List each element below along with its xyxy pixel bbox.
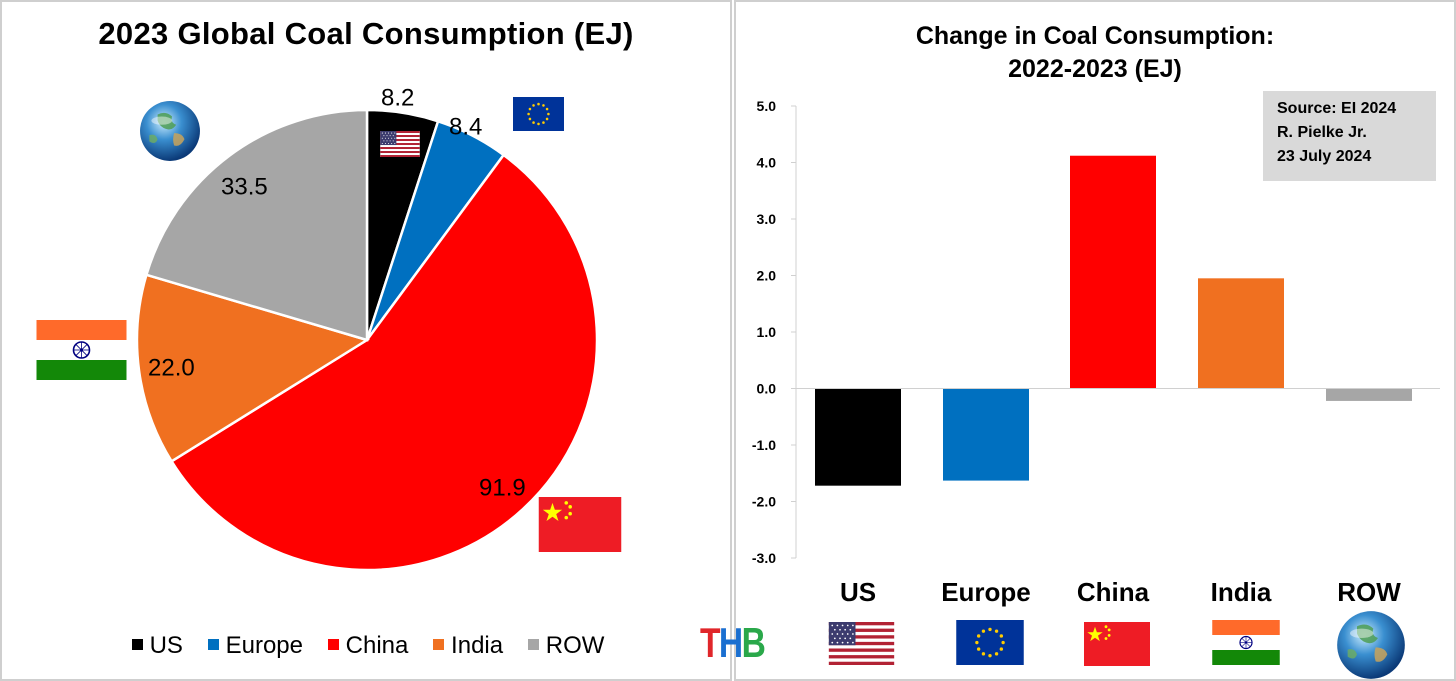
source-line-2: R. Pielke Jr. [1277,124,1367,141]
legend-swatch-row [527,639,539,651]
legend-label-us: US [149,632,183,659]
bar-chart-title-line1: Change in Coal Consumption: [915,22,1275,50]
pie-slice-row [144,108,369,342]
india-flag-icon [1212,620,1280,665]
source-line-1: Source: EI 2024 [1277,100,1397,117]
source-line-3: 23 July 2024 [1277,148,1372,165]
us-flag-icon [380,131,420,157]
bar-china [1070,155,1156,389]
x-category-label-india: India [1211,577,1272,607]
logo-letter-t: T [700,619,721,666]
y-tick-label: 4.0 [757,155,777,171]
logo-letter-h: H [718,619,743,666]
globe-icon [1337,611,1405,679]
bar-europe [943,388,1029,481]
x-category-label-europe: Europe [941,577,1031,607]
y-tick-label: 1.0 [757,324,777,340]
pie-chart-title: 2023 Global Coal Consumption (EJ) [98,16,634,51]
pie-legend: US Europe China India ROW [2,632,734,660]
india-flag-icon [36,320,127,380]
y-tick-label: 0.0 [757,381,777,397]
bar-chart-subtitle: 2022-2023 (EJ) [1008,55,1182,83]
legend-swatch-europe [207,639,219,651]
pie-data-label-europe: 8.4 [449,114,482,141]
legend-label-india: India [451,632,504,659]
source-annotation: Source: EI 2024 R. Pielke Jr. 23 July 20… [1263,91,1436,181]
legend-item-china: China [327,632,409,660]
eu-flag-icon [513,97,564,131]
legend-item-us: US [131,632,183,660]
pie-data-label-india: 22.0 [148,355,195,382]
eu-flag-icon [956,620,1024,665]
legend-item-india: India [433,632,503,660]
logo-letter-b: B [741,619,766,666]
legend-swatch-india [433,639,445,651]
bar-india [1198,278,1284,389]
pie-data-label-us: 8.2 [381,85,414,112]
y-tick-label: 5.0 [757,98,777,114]
legend-swatch-us [131,639,143,651]
x-category-label-us: US [840,577,876,607]
legend-item-europe: Europe [207,632,303,660]
pie-data-label-row: 33.5 [221,174,268,201]
legend-label-china: China [345,632,409,659]
legend-label-europe: Europe [225,632,303,659]
china-flag-icon [1084,622,1150,666]
bar-row [1326,388,1412,401]
x-category-label-china: China [1077,577,1150,607]
y-tick-label: 3.0 [757,211,777,227]
y-tick-label: -1.0 [752,437,776,453]
pie-data-label-china: 91.9 [479,475,526,502]
y-tick-label: 2.0 [757,268,777,284]
legend-swatch-china [327,639,339,651]
thb-logo: THB [700,619,766,667]
legend-label-row: ROW [545,632,605,659]
pie-slice-china [169,153,599,572]
y-tick-label: -3.0 [752,550,776,566]
legend-item-row: ROW [527,632,605,660]
bar-us [815,388,901,486]
china-flag-icon [538,497,622,552]
pie-slice-india [135,273,371,464]
pie-chart: 8.2 8.4 91.9 22.0 33.5 [135,85,599,572]
bar-chart: 5.0 4.0 3.0 2.0 1.0 0.0 -1.0 -2.0 -3.0 US Europe Ch… [752,98,1440,607]
x-category-label-row: ROW [1337,577,1401,607]
y-tick-label: -2.0 [752,494,776,510]
globe-icon [140,101,200,161]
bar-chart-title: Change in Coal Consumption: 2022-2023 (E… [736,20,1454,86]
us-flag-icon [828,622,895,665]
